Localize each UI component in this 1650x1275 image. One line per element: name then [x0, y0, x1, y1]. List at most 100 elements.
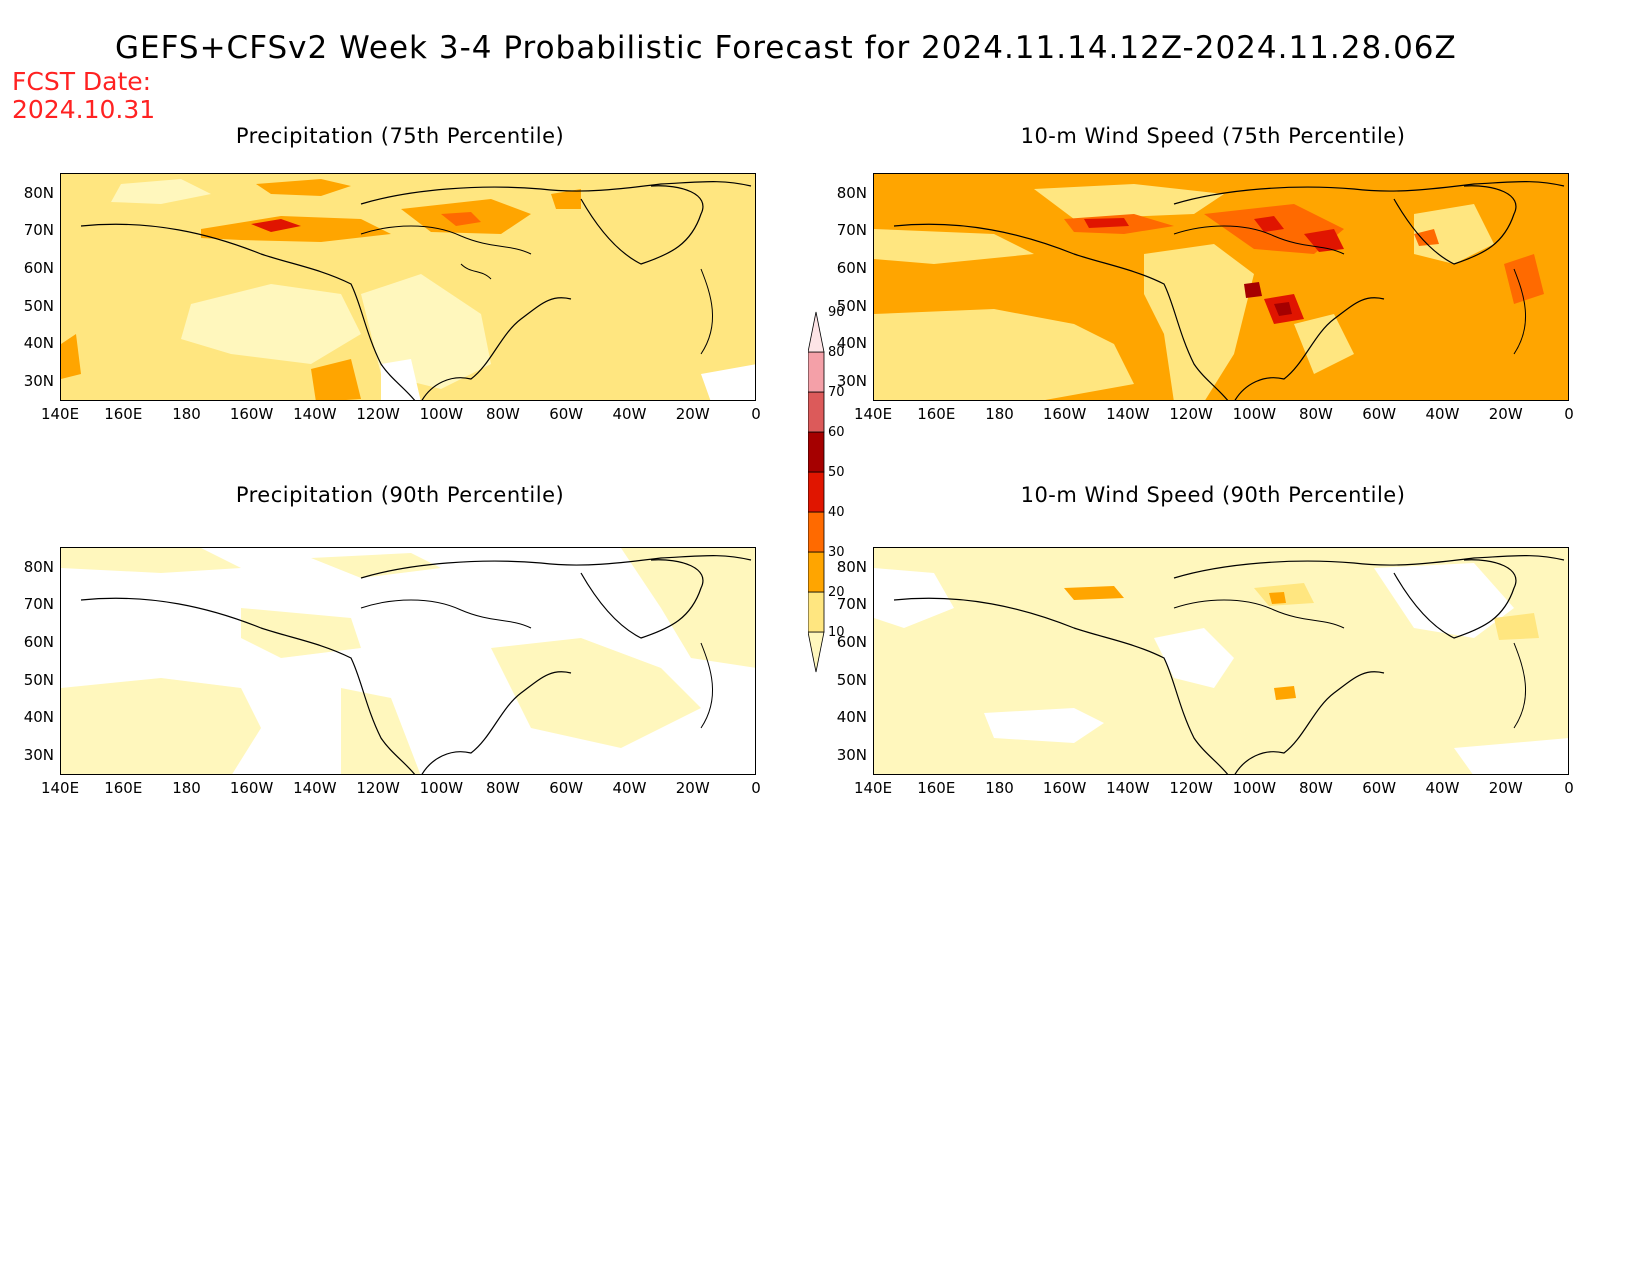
lon-tick-label: 40W: [1425, 779, 1460, 797]
lon-tick-label: 100W: [419, 405, 464, 423]
colorbar-level-label: 30: [828, 545, 845, 560]
lon-tick-label: 80W: [485, 405, 520, 423]
lat-tick-label: 70N: [836, 221, 867, 239]
forecast-date-label: FCST Date:: [12, 67, 152, 96]
lon-tick-label: 0: [1564, 779, 1574, 797]
colorbar-level-label: 40: [828, 505, 845, 520]
lat-tick-label: 80N: [23, 558, 54, 576]
lat-tick-label: 80N: [836, 558, 867, 576]
colorbar-level-label: 70: [828, 385, 845, 400]
lat-tick-label: 50N: [836, 671, 867, 689]
lon-tick-label: 160W: [1042, 779, 1087, 797]
lat-tick-label: 40N: [836, 334, 867, 352]
colorbar-end-bottom: [808, 631, 825, 673]
lat-tick-label: 70N: [23, 595, 54, 613]
colorbar-segment: [808, 351, 825, 393]
lon-tick-label: 180: [172, 405, 201, 423]
lon-tick-label: 120W: [1169, 405, 1213, 423]
lon-tick-label: 20W: [675, 779, 710, 797]
colorbar-segment: [808, 551, 825, 593]
lon-tick-label: 160E: [917, 405, 956, 423]
lon-tick-label: 100W: [419, 779, 464, 797]
colorbar-segment: [808, 511, 825, 553]
lon-tick-label: 0: [1564, 405, 1574, 423]
lon-tick-label: 160E: [104, 779, 143, 797]
colorbar-segment: [808, 391, 825, 433]
lon-tick-label: 140W: [1106, 405, 1150, 423]
lat-tick-label: 80N: [836, 184, 867, 202]
map-panel-precip90: [60, 547, 756, 775]
lon-tick-label: 180: [985, 779, 1014, 797]
lon-tick-label: 120W: [356, 405, 400, 423]
lat-tick-label: 60N: [23, 259, 54, 277]
colorbar-segment: [808, 591, 825, 633]
lon-tick-label: 60W: [1362, 779, 1397, 797]
lon-tick-label: 140E: [40, 779, 80, 797]
lon-tick-label: 40W: [1425, 405, 1460, 423]
lon-tick-label: 20W: [1488, 779, 1523, 797]
map-wind90: [874, 548, 1568, 774]
lat-tick-label: 30N: [836, 372, 867, 390]
lon-tick-label: 180: [985, 405, 1014, 423]
lon-tick-label: 40W: [612, 405, 647, 423]
lat-tick-label: 30N: [23, 746, 54, 764]
lon-tick-label: 80W: [1298, 779, 1333, 797]
lat-tick-label: 30N: [23, 372, 54, 390]
map-panel-wind90: [873, 547, 1569, 775]
lon-tick-label: 140E: [853, 405, 893, 423]
lon-tick-label: 60W: [549, 405, 584, 423]
lat-tick-label: 60N: [836, 633, 867, 651]
lon-tick-label: 20W: [1488, 405, 1523, 423]
colorbar-level-label: 60: [828, 425, 845, 440]
lon-tick-label: 140E: [40, 405, 80, 423]
lon-tick-label: 160W: [229, 405, 274, 423]
map-panel-precip75: [60, 173, 756, 401]
lat-tick-label: 70N: [23, 221, 54, 239]
lon-tick-label: 20W: [675, 405, 710, 423]
lon-tick-label: 140W: [293, 405, 337, 423]
colorbar: 10 20 30 40 50 60 70 80 90: [808, 305, 845, 673]
forecast-date-block: FCST Date: 2024.10.31: [12, 68, 155, 124]
lat-tick-label: 40N: [23, 708, 54, 726]
lon-tick-label: 140W: [293, 779, 337, 797]
panel-title-precip90: Precipitation (90th Percentile): [235, 483, 565, 507]
lon-tick-label: 140W: [1106, 779, 1150, 797]
map-panel-wind75: [873, 173, 1569, 401]
lon-tick-label: 60W: [549, 779, 584, 797]
lat-tick-label: 50N: [23, 671, 54, 689]
colorbar-level-label: 20: [828, 585, 845, 600]
lon-tick-label: 140E: [853, 779, 893, 797]
lon-tick-label: 80W: [485, 779, 520, 797]
lon-tick-label: 40W: [612, 779, 647, 797]
lon-tick-label: 100W: [1232, 779, 1277, 797]
panel-title-wind90: 10-m Wind Speed (90th Percentile): [1020, 483, 1406, 507]
lat-tick-label: 40N: [23, 334, 54, 352]
lon-tick-label: 120W: [1169, 779, 1213, 797]
lon-tick-label: 80W: [1298, 405, 1333, 423]
lat-tick-label: 70N: [836, 595, 867, 613]
map-precip75: [61, 174, 755, 400]
lon-tick-label: 60W: [1362, 405, 1397, 423]
lat-tick-label: 30N: [836, 746, 867, 764]
map-precip90: [61, 548, 755, 774]
lon-tick-label: 180: [172, 779, 201, 797]
lat-tick-label: 40N: [836, 708, 867, 726]
lat-tick-label: 50N: [836, 297, 867, 315]
lon-tick-label: 160E: [104, 405, 143, 423]
colorbar-level-label: 90: [828, 305, 845, 320]
panel-title-wind75: 10-m Wind Speed (75th Percentile): [1020, 124, 1406, 148]
forecast-date-value: 2024.10.31: [12, 95, 156, 124]
lat-tick-label: 60N: [836, 259, 867, 277]
colorbar-segment: [808, 431, 825, 473]
lon-tick-label: 120W: [356, 779, 400, 797]
lon-tick-label: 160W: [229, 779, 274, 797]
lat-tick-label: 80N: [23, 184, 54, 202]
colorbar-level-label: 80: [828, 345, 845, 360]
lon-tick-label: 160E: [917, 779, 956, 797]
panel-title-precip75: Precipitation (75th Percentile): [235, 124, 565, 148]
colorbar-end-top: [808, 311, 825, 353]
lon-tick-label: 0: [751, 779, 761, 797]
lat-tick-label: 60N: [23, 633, 54, 651]
lat-tick-label: 50N: [23, 297, 54, 315]
colorbar-level-label: 50: [828, 465, 845, 480]
